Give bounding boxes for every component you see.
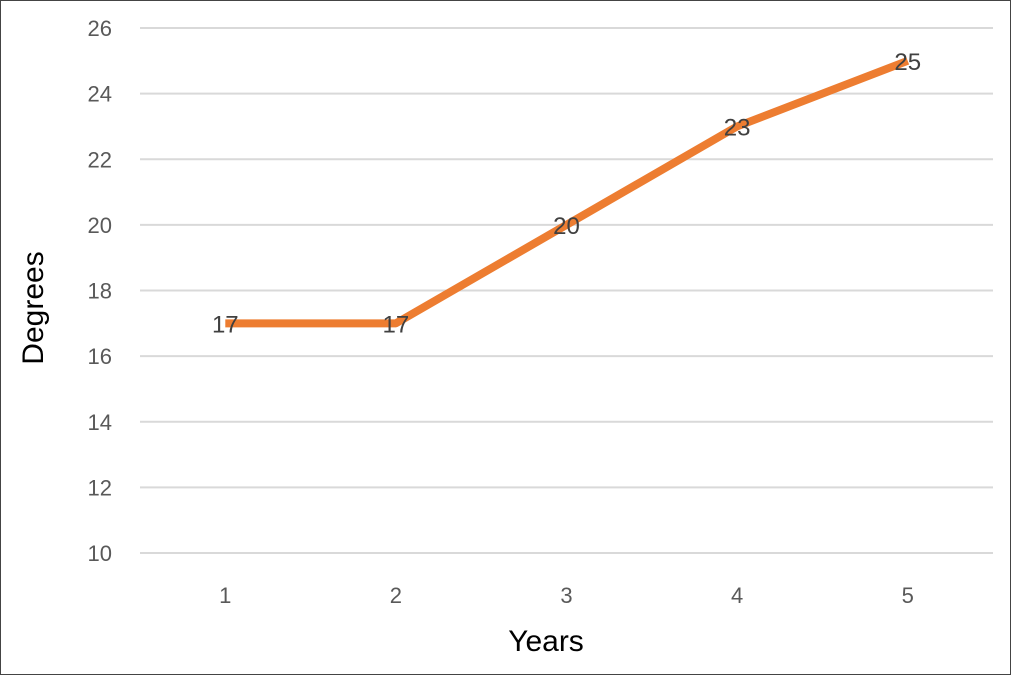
x-tick-label: 4 — [731, 583, 743, 608]
x-tick-label: 3 — [560, 583, 572, 608]
y-tick-label: 24 — [88, 82, 112, 107]
data-label: 20 — [553, 213, 580, 240]
series-line — [225, 57, 910, 328]
y-tick-label: 16 — [88, 344, 112, 369]
y-tick-label: 22 — [88, 147, 112, 172]
x-axis-tick-labels: 1 2 3 4 5 — [219, 583, 914, 608]
gridlines — [140, 27, 993, 554]
y-tick-label: 10 — [88, 541, 112, 566]
data-labels: 17 17 20 23 25 — [212, 49, 921, 339]
data-label: 17 — [212, 311, 239, 338]
y-tick-label: 20 — [88, 213, 112, 238]
data-label: 23 — [724, 114, 751, 141]
data-label: 25 — [894, 49, 921, 76]
y-axis-title: Degrees — [17, 251, 50, 364]
x-tick-label: 1 — [219, 583, 231, 608]
x-axis-title: Years — [508, 625, 584, 658]
y-tick-label: 12 — [88, 475, 112, 500]
x-tick-label: 2 — [390, 583, 402, 608]
y-tick-label: 26 — [88, 16, 112, 41]
x-tick-label: 5 — [902, 583, 914, 608]
y-axis-tick-labels: 10 12 14 16 18 20 22 24 26 — [88, 16, 112, 566]
series-layer — [225, 57, 910, 328]
y-tick-label: 14 — [88, 410, 112, 435]
data-label: 17 — [383, 311, 410, 338]
y-tick-label: 18 — [88, 279, 112, 304]
